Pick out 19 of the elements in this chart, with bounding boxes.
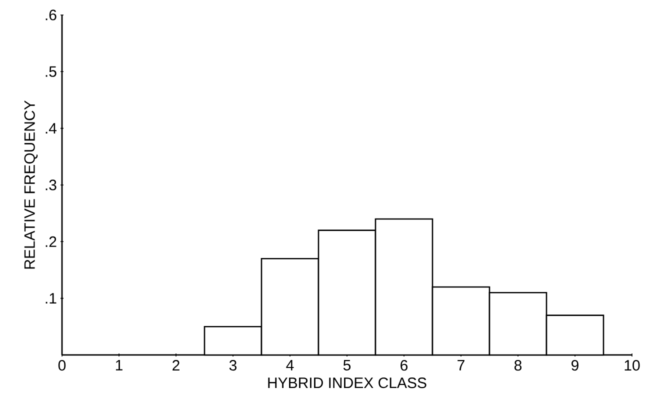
x-axis-title: HYBRID INDEX CLASS (268, 378, 426, 388)
x-tick-label: 0 (58, 360, 66, 371)
y-tick-label: .4 (46, 123, 57, 134)
x-tick-label: 5 (343, 360, 351, 370)
x-tick-label: 1 (116, 360, 122, 370)
x-tick-label: 8 (514, 360, 522, 371)
x-tick-label: 4 (286, 360, 294, 370)
y-tick-label: .5 (46, 66, 56, 77)
x-tick-label: 6 (400, 360, 408, 371)
y-tick-label: .2 (46, 236, 56, 247)
x-tick-label: 9 (572, 360, 578, 371)
y-axis-title: RELATIVE FREQUENCY (24, 100, 38, 269)
x-tick-label: 10 (624, 360, 640, 371)
y-tick-label: .1 (46, 293, 56, 304)
y-tick-label: .3 (46, 180, 56, 190)
x-tick-label: 3 (229, 360, 237, 371)
x-tick-label: 2 (172, 360, 180, 370)
x-tick-label: 7 (458, 360, 464, 370)
y-tick-label: .6 (46, 10, 56, 20)
